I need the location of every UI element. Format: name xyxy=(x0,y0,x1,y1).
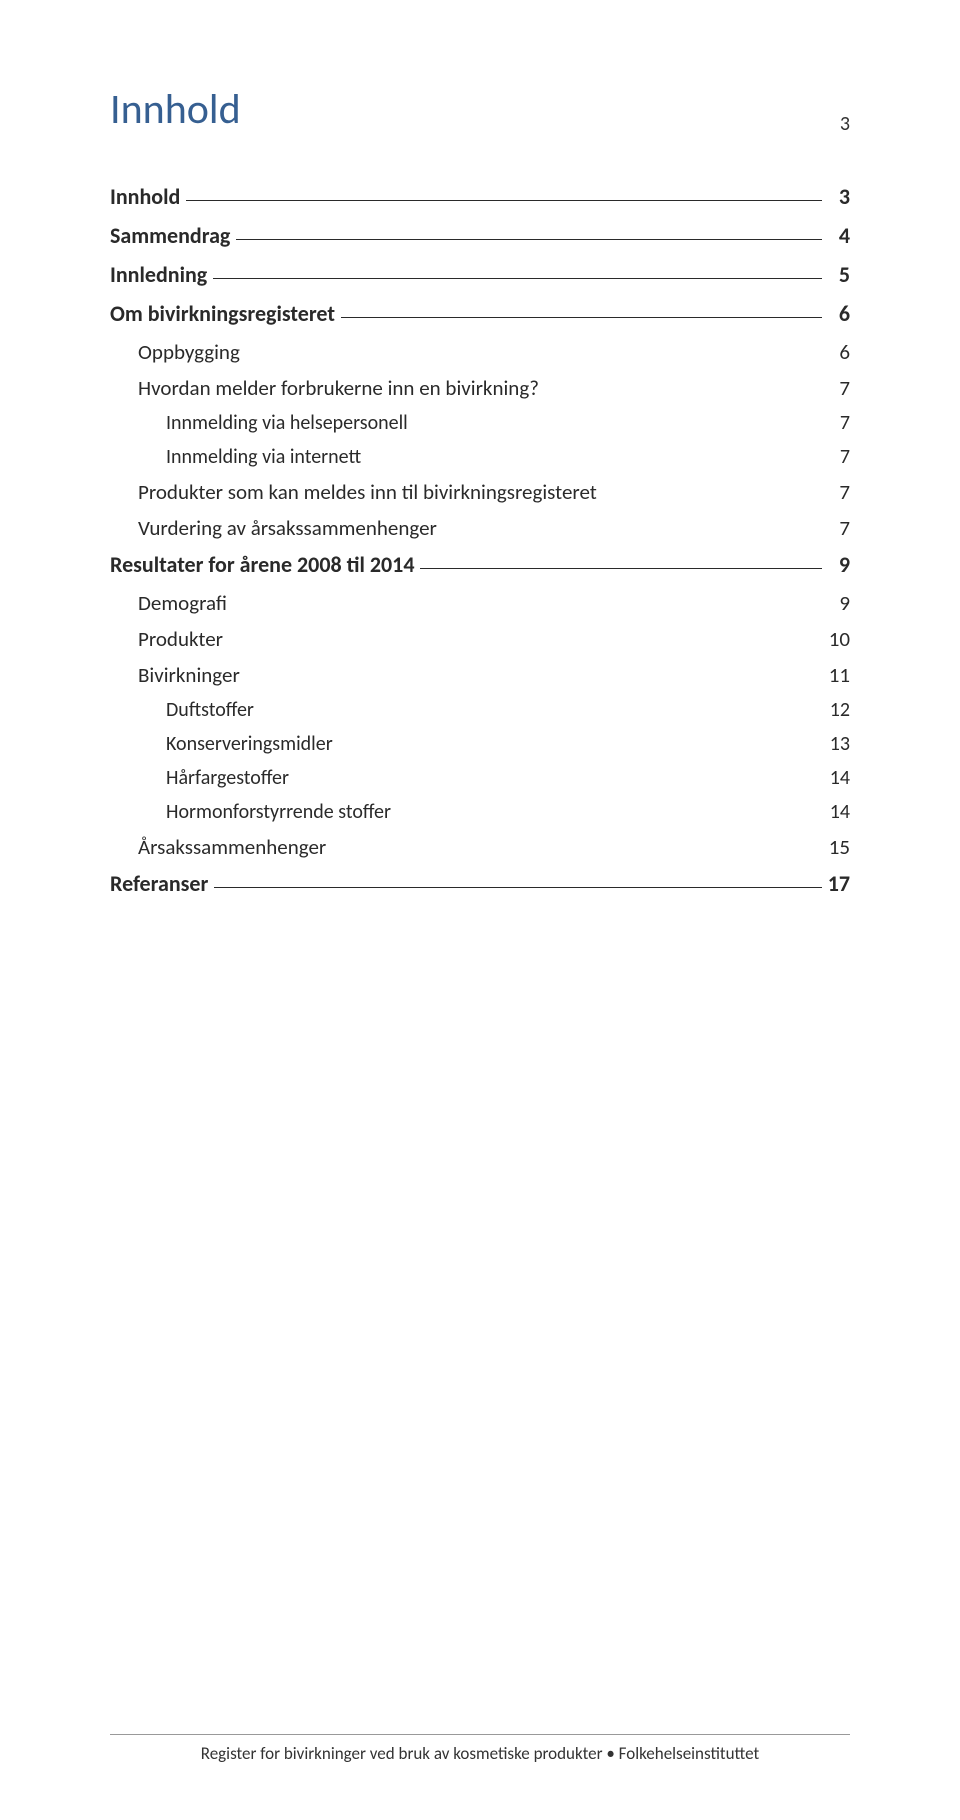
toc-leader xyxy=(603,483,822,499)
toc-leader xyxy=(186,184,822,201)
toc-entry-label: Vurdering av årsakssammenhenger xyxy=(138,515,437,541)
toc-entry: Hvordan melder forbrukerne inn en bivirk… xyxy=(110,375,850,401)
toc-entry-page: 7 xyxy=(828,375,850,401)
toc-leader xyxy=(341,301,822,318)
toc-entry-page: 9 xyxy=(828,590,850,616)
toc-entry-page: 12 xyxy=(828,698,850,722)
toc-leader xyxy=(367,447,822,463)
toc-entry-label: Oppbygging xyxy=(138,339,240,365)
page-title: Innhold xyxy=(110,84,850,135)
toc-entry: Vurdering av årsakssammenhenger 7 xyxy=(110,515,850,541)
toc-entry-page: 7 xyxy=(828,411,850,435)
toc-leader xyxy=(545,379,822,395)
toc-entry: Demografi 9 xyxy=(110,590,850,616)
toc-entry-label: Bivirkninger xyxy=(138,662,240,688)
toc-entry: Oppbygging 6 xyxy=(110,339,850,365)
toc-entry-page: 5 xyxy=(828,261,850,288)
toc-entry: Sammendrag 4 xyxy=(110,222,850,249)
toc-leader xyxy=(213,262,822,279)
toc-entry-label: Hårfargestoffer xyxy=(166,766,289,790)
toc-entry-label: Årsakssammenhenger xyxy=(138,834,326,860)
toc-leader xyxy=(233,594,822,610)
toc-entry-label: Hormonforstyrrende stoffer xyxy=(166,800,391,824)
toc-entry-page: 14 xyxy=(828,766,850,790)
toc-entry: Hormonforstyrrende stoffer 14 xyxy=(110,800,850,824)
toc-entry-page: 6 xyxy=(828,300,850,327)
toc-leader xyxy=(443,519,822,535)
toc-entry-page: 10 xyxy=(828,626,850,652)
toc-entry-label: Konserveringsmidler xyxy=(166,732,333,756)
toc-entry-label: Innledning xyxy=(110,261,207,288)
toc-entry-page: 4 xyxy=(828,222,850,249)
toc-entry-page: 6 xyxy=(828,339,850,365)
toc-entry-page: 7 xyxy=(828,479,850,505)
footer-rule xyxy=(110,1734,850,1735)
toc-leader xyxy=(246,343,822,359)
page-footer: Register for bivirkninger ved bruk av ko… xyxy=(110,1734,850,1764)
toc-leader xyxy=(295,768,822,784)
toc-entry-label: Resultater for årene 2008 til 2014 xyxy=(110,551,414,578)
toc-entry-page: 17 xyxy=(828,870,850,897)
toc-leader xyxy=(339,734,822,750)
toc-entry: Bivirkninger 11 xyxy=(110,662,850,688)
toc-entry-page: 11 xyxy=(828,662,850,688)
table-of-contents: Innhold 3 Sammendrag 4 Innledning 5 Om bivirkn… xyxy=(110,183,850,897)
toc-entry-page: 7 xyxy=(828,445,850,469)
toc-entry-label: Produkter som kan meldes inn til bivirkn… xyxy=(138,479,597,505)
toc-entry: Resultater for årene 2008 til 2014 9 xyxy=(110,551,850,578)
toc-entry-label: Om bivirkningsregisteret xyxy=(110,300,335,327)
toc-leader xyxy=(236,223,822,240)
toc-leader xyxy=(246,666,822,682)
toc-entry: Innhold 3 xyxy=(110,183,850,210)
toc-leader xyxy=(260,700,822,716)
toc-entry-label: Innmelding via helsepersonell xyxy=(166,411,408,435)
footer-text: Register for bivirkninger ved bruk av ko… xyxy=(110,1743,850,1764)
toc-entry: Hårfargestoffer 14 xyxy=(110,766,850,790)
toc-entry-page: 13 xyxy=(828,732,850,756)
document-page: 3 Innhold Innhold3Sammendrag4Innledning5… xyxy=(0,84,960,1820)
toc-entry: Om bivirkningsregisteret 6 xyxy=(110,300,850,327)
toc-entry-page: 9 xyxy=(828,551,850,578)
toc-entry-page: 7 xyxy=(828,515,850,541)
toc-entry: Årsakssammenhenger 15 xyxy=(110,834,850,860)
toc-leader xyxy=(414,413,822,429)
toc-entry-label: Referanser xyxy=(110,870,208,897)
toc-entry-label: Demografi xyxy=(138,590,227,616)
toc-entry-label: Sammendrag xyxy=(110,222,230,249)
toc-entry-page: 15 xyxy=(828,834,850,860)
toc-entry: Innmelding via internett 7 xyxy=(110,445,850,469)
toc-entry-page: 3 xyxy=(828,183,850,210)
toc-entry: Referanser 17 xyxy=(110,870,850,897)
toc-leader xyxy=(229,630,822,646)
toc-entry: Innmelding via helsepersonell 7 xyxy=(110,411,850,435)
toc-entry-page: 14 xyxy=(828,800,850,824)
toc-entry: Innledning 5 xyxy=(110,261,850,288)
toc-entry-label: Innhold xyxy=(110,183,180,210)
toc-entry-label: Duftstoffer xyxy=(166,698,254,722)
toc-entry-label: Hvordan melder forbrukerne inn en bivirk… xyxy=(138,375,539,401)
toc-leader xyxy=(397,802,822,818)
toc-entry: Produkter som kan meldes inn til bivirkn… xyxy=(110,479,850,505)
toc-entry: Duftstoffer 12 xyxy=(110,698,850,722)
toc-entry-label: Produkter xyxy=(138,626,223,652)
toc-leader xyxy=(420,552,822,569)
toc-leader xyxy=(214,871,821,888)
toc-entry: Konserveringsmidler 13 xyxy=(110,732,850,756)
toc-entry-label: Innmelding via internett xyxy=(166,445,361,469)
toc-entry: Produkter 10 xyxy=(110,626,850,652)
toc-leader xyxy=(332,838,822,854)
page-number: 3 xyxy=(840,112,850,136)
